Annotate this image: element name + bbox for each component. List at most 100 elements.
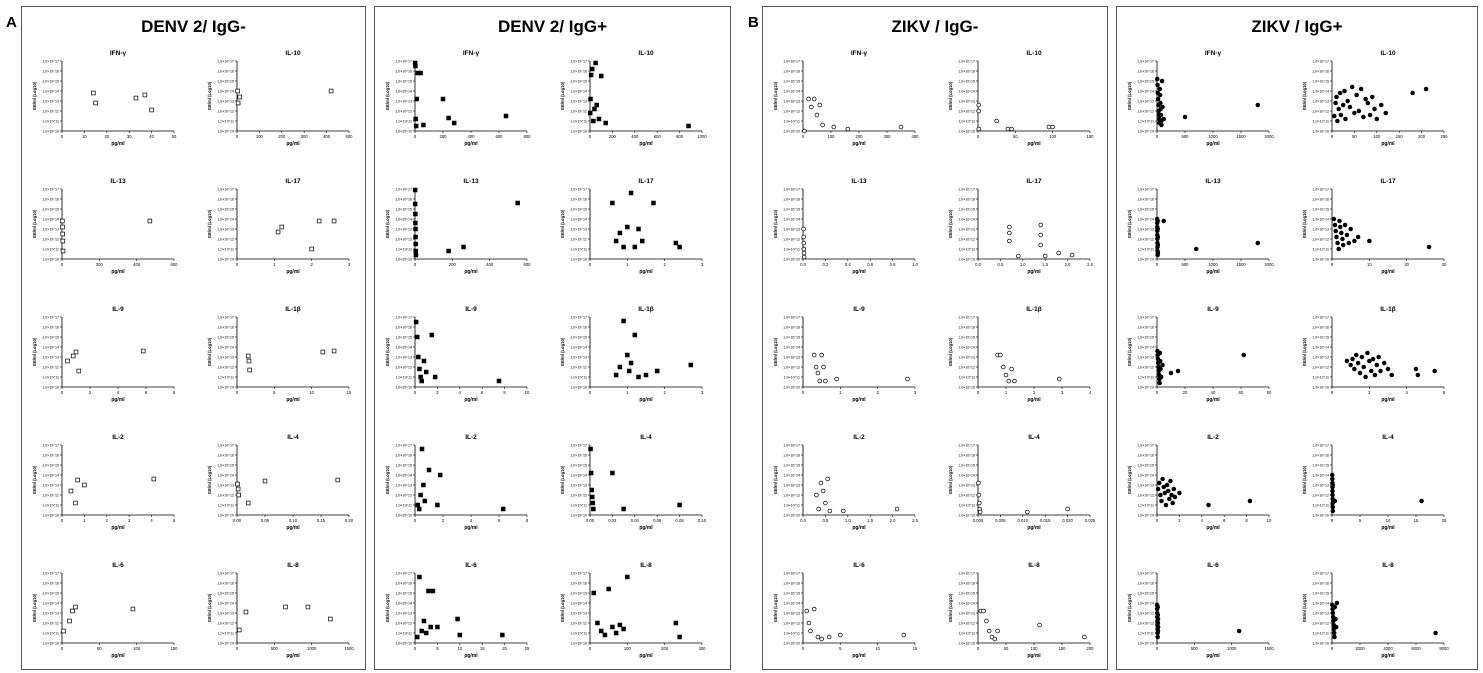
y-axis-label: GE/ml (Log10): [773, 209, 778, 238]
data-point: [1330, 482, 1336, 488]
y-tick-label: 1,0×10^12: [1137, 366, 1154, 370]
data-point: [1003, 372, 1009, 378]
x-tick-label: 6: [498, 518, 501, 523]
y-axis-label: GE/ml (Log10): [948, 465, 953, 494]
y-tick-label: 1,0×10^16: [783, 582, 800, 586]
subplot-title-il1: IL-1β: [1026, 306, 1042, 313]
y-tick-label: 1,0×10^13: [783, 612, 800, 616]
y-tick-label: 1,0×10^16: [783, 198, 800, 202]
data-point: [416, 354, 421, 360]
x-axis-label: pg/ml: [1206, 397, 1220, 403]
y-axis-label: GE/ml (Log10): [207, 593, 212, 622]
y-axis-label: GE/ml (Log10): [773, 593, 778, 622]
y-tick-label: 1,0×10^14: [1137, 90, 1154, 94]
x-axis-label: pg/ml: [464, 397, 478, 403]
subplot-title-il10: IL-10: [638, 50, 654, 57]
x-tick-label: 50: [1352, 134, 1357, 139]
data-point: [1374, 116, 1380, 122]
data-point: [591, 118, 596, 124]
x-tick-label: 0.10: [289, 518, 298, 523]
x-tick-label: 0.06: [653, 518, 662, 523]
x-tick-label: 4: [1405, 390, 1408, 395]
y-axis-label: GE/ml (Log10): [32, 81, 37, 110]
subplot-title-il1: IL-1β: [638, 306, 654, 313]
x-tick-label: 500: [346, 134, 354, 139]
y-axis-label: GE/ml (Log10): [560, 337, 565, 366]
y-tick-label: 1,0×10^17: [1137, 188, 1154, 192]
y-tick-label: 1,0×10^11: [217, 632, 234, 636]
y-tick-label: 1,0×10^16: [958, 198, 975, 202]
data-point: [1007, 238, 1012, 244]
y-tick-label: 1,0×10^12: [1137, 110, 1154, 114]
data-point: [821, 364, 826, 370]
y-tick-label: 1,0×10^10: [1137, 130, 1154, 134]
subplot-title-il10: IL-10: [1026, 50, 1042, 57]
data-point: [1160, 104, 1165, 110]
data-point: [435, 502, 440, 508]
data-point: [610, 200, 615, 206]
y-tick-label: 1,0×10^14: [783, 218, 800, 222]
x-tick-label: 20: [1183, 390, 1188, 395]
x-tick-label: 300: [884, 134, 892, 139]
data-point: [1155, 612, 1161, 618]
x-axis-label: pg/ml: [111, 525, 125, 531]
x-tick-label: 15: [480, 646, 485, 651]
x-tick-label: 0.00: [586, 518, 595, 523]
y-tick-label: 1,0×10^14: [1312, 602, 1329, 606]
data-point: [1177, 490, 1182, 496]
x-tick-label: 200: [609, 134, 617, 139]
x-tick-label: 6: [145, 390, 148, 395]
y-axis-label: GE/ml (Log10): [1302, 337, 1307, 366]
data-point: [628, 190, 634, 196]
x-tick-label: 0: [414, 134, 417, 139]
y-tick-label: 1,0×10^15: [1137, 208, 1154, 212]
y-tick-label: 1,0×10^14: [395, 346, 412, 350]
y-tick-label: 1,0×10^15: [1312, 336, 1329, 340]
data-point: [1038, 232, 1043, 238]
data-point: [688, 362, 694, 368]
data-point: [1155, 242, 1161, 248]
data-point: [1330, 610, 1336, 616]
y-tick-label: 1,0×10^10: [42, 386, 59, 390]
x-axis-label: pg/ml: [286, 141, 300, 147]
y-axis-label: GE/ml (Log10): [207, 81, 212, 110]
y-tick-label: 1,0×10^10: [570, 514, 587, 518]
y-tick-label: 1,0×10^16: [395, 198, 412, 202]
x-axis-label: pg/ml: [1027, 141, 1041, 147]
data-point: [976, 126, 981, 132]
y-axis-label: GE/ml (Log10): [560, 209, 565, 238]
data-point: [1333, 228, 1338, 234]
x-axis-label: pg/ml: [1027, 269, 1041, 275]
data-point: [1161, 484, 1166, 490]
y-axis-label: GE/ml (Log10): [560, 593, 565, 622]
data-point: [589, 487, 594, 493]
data-point: [151, 476, 157, 482]
y-tick-label: 1,0×10^16: [1137, 70, 1154, 74]
group-title: ZIKV / IgG-: [891, 17, 979, 36]
y-tick-label: 1,0×10^15: [783, 80, 800, 84]
data-point: [590, 500, 596, 506]
y-tick-label: 1,0×10^10: [570, 386, 587, 390]
data-point: [421, 122, 426, 128]
y-tick-label: 1,0×10^10: [958, 258, 975, 262]
x-tick-label: 0.2: [822, 262, 828, 267]
data-point: [804, 608, 809, 614]
data-point: [423, 369, 429, 375]
data-point: [246, 358, 252, 364]
x-tick-label: 2000: [1264, 262, 1274, 267]
data-point: [1330, 476, 1335, 482]
data-point: [1365, 350, 1370, 356]
x-tick-label: 0.10: [698, 518, 707, 523]
data-point: [1158, 100, 1163, 106]
x-tick-label: 0: [414, 646, 417, 651]
y-tick-label: 1,0×10^15: [570, 592, 587, 596]
data-point: [73, 349, 79, 355]
data-point: [834, 376, 839, 382]
data-point: [598, 73, 604, 79]
data-point: [1330, 508, 1336, 514]
data-point: [845, 126, 851, 132]
x-tick-label: 2: [1368, 390, 1371, 395]
x-tick-label: 2.0: [1065, 262, 1071, 267]
y-tick-label: 1,0×10^15: [42, 464, 59, 468]
y-tick-label: 1,0×10^12: [42, 366, 59, 370]
